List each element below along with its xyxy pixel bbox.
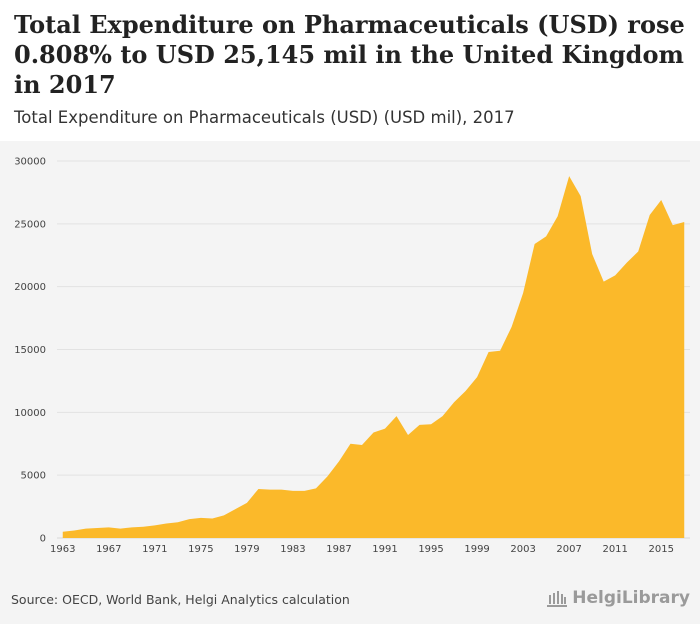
x-tick-label: 1975 (188, 544, 213, 555)
y-tick-label: 10000 (14, 408, 46, 419)
data-point[interactable] (601, 279, 607, 285)
data-point[interactable] (129, 524, 135, 530)
data-point[interactable] (198, 515, 204, 521)
y-axis-ticks: 0 5000 10000 15000 20000 25000 30000 (14, 157, 46, 545)
data-point[interactable] (681, 219, 687, 225)
data-point[interactable] (486, 349, 492, 355)
data-point[interactable] (175, 519, 181, 525)
data-point[interactable] (255, 486, 261, 492)
x-tick-label: 1987 (326, 544, 351, 555)
data-point[interactable] (347, 441, 353, 447)
data-point[interactable] (232, 506, 238, 512)
data-point[interactable] (324, 473, 330, 479)
data-point[interactable] (106, 524, 112, 530)
x-tick-label: 2011 (602, 544, 627, 555)
data-point[interactable] (635, 248, 641, 254)
logo-text: HelgiLibrary (572, 588, 690, 608)
chart-header: Total Expenditure on Pharmaceuticals (US… (0, 0, 700, 141)
data-point[interactable] (474, 374, 480, 380)
y-tick-label: 20000 (14, 282, 46, 293)
x-tick-label: 1983 (280, 544, 305, 555)
data-point[interactable] (371, 429, 377, 435)
data-point[interactable] (509, 324, 515, 330)
data-point[interactable] (497, 348, 503, 354)
x-tick-label: 2007 (556, 544, 581, 555)
data-point[interactable] (336, 458, 342, 464)
data-point[interactable] (313, 485, 319, 491)
data-point[interactable] (520, 290, 526, 296)
grid-lines (57, 160, 690, 539)
x-tick-label: 2003 (510, 544, 535, 555)
chart-area: 0 5000 10000 15000 20000 25000 30000 1963 1967 1… (0, 141, 700, 571)
data-point[interactable] (60, 529, 66, 535)
data-point[interactable] (117, 526, 123, 532)
x-tick-label: 1991 (372, 544, 397, 555)
data-point[interactable] (417, 422, 423, 428)
x-tick-label: 1967 (96, 544, 121, 555)
data-point[interactable] (290, 488, 296, 494)
x-tick-label: 1979 (234, 544, 259, 555)
data-point[interactable] (670, 222, 676, 228)
chart-title: Total Expenditure on Pharmaceuticals (US… (14, 10, 685, 99)
data-point[interactable] (612, 272, 618, 278)
data-point[interactable] (658, 197, 664, 203)
helgi-library-logo[interactable]: HelgiLibrary (546, 588, 690, 608)
data-point[interactable] (555, 213, 561, 219)
data-point[interactable] (394, 413, 400, 419)
data-point[interactable] (463, 388, 469, 394)
data-point[interactable] (359, 442, 365, 448)
y-tick-label: 15000 (14, 345, 46, 356)
data-point[interactable] (428, 421, 434, 427)
data-point[interactable] (186, 516, 192, 522)
data-point[interactable] (244, 500, 250, 506)
expenditure-area (62, 176, 685, 538)
data-point[interactable] (589, 251, 595, 257)
data-point[interactable] (543, 233, 549, 239)
data-point[interactable] (94, 525, 100, 531)
x-axis-ticks: 1963 1967 1971 1975 1979 1983 1987 1991 1995 1999… (50, 544, 674, 555)
data-point[interactable] (267, 487, 273, 493)
x-tick-label: 2015 (649, 544, 674, 555)
x-tick-label: 1971 (142, 544, 167, 555)
data-point[interactable] (152, 522, 158, 528)
data-point[interactable] (301, 488, 307, 494)
data-point[interactable] (578, 193, 584, 199)
data-point[interactable] (140, 524, 146, 530)
library-building-icon (547, 591, 568, 607)
data-point[interactable] (624, 260, 630, 266)
data-point[interactable] (532, 241, 538, 247)
x-tick-label: 1963 (50, 544, 75, 555)
data-point[interactable] (163, 521, 169, 527)
data-point[interactable] (278, 487, 284, 493)
data-point[interactable] (647, 212, 653, 218)
source-note: Source: OECD, World Bank, Helgi Analytic… (11, 592, 350, 607)
data-point[interactable] (209, 516, 215, 522)
x-tick-label: 1999 (464, 544, 489, 555)
chart-footer: Source: OECD, World Bank, Helgi Analytic… (0, 580, 700, 624)
data-point[interactable] (405, 432, 411, 438)
data-point[interactable] (71, 527, 77, 533)
y-tick-label: 30000 (14, 157, 46, 168)
y-tick-label: 5000 (21, 471, 46, 482)
chart-subtitle: Total Expenditure on Pharmaceuticals (US… (14, 108, 515, 127)
data-point[interactable] (440, 413, 446, 419)
data-point[interactable] (83, 526, 89, 532)
area-series (60, 173, 687, 538)
y-tick-label: 0 (40, 534, 46, 545)
x-tick-label: 1995 (418, 544, 443, 555)
data-point[interactable] (382, 426, 388, 432)
data-point[interactable] (451, 399, 457, 405)
data-point[interactable] (221, 512, 227, 518)
data-point[interactable] (566, 173, 572, 179)
y-tick-label: 25000 (14, 219, 46, 230)
